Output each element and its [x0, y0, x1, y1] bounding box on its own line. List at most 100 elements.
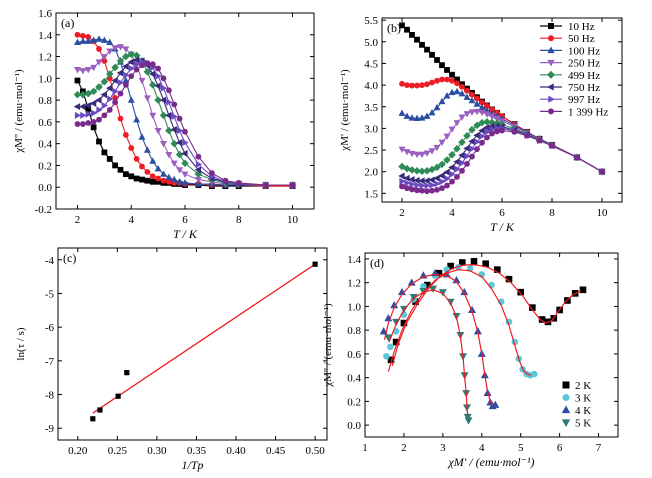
- data-point: [403, 112, 411, 119]
- data-point: [459, 159, 466, 167]
- data-point: [96, 116, 102, 123]
- data-point: [133, 175, 140, 182]
- data-point: [449, 170, 456, 178]
- data-point: [458, 138, 466, 147]
- series-line: [401, 127, 603, 187]
- data-point: [133, 115, 141, 123]
- legend-marker: [547, 83, 554, 91]
- y-tick-label: 1.0: [38, 73, 52, 85]
- data-point: [84, 102, 91, 110]
- data-point: [408, 176, 415, 183]
- data-point: [111, 77, 118, 84]
- data-point: [79, 103, 86, 111]
- data-point: [453, 87, 461, 95]
- data-point: [434, 77, 440, 84]
- data-point: [95, 83, 103, 91]
- y-tick-label: -5: [45, 288, 55, 300]
- data-point: [414, 187, 420, 194]
- x-tick-label: 1: [362, 442, 368, 454]
- data-point: [444, 76, 450, 83]
- data-point: [262, 182, 269, 188]
- data-point: [74, 111, 82, 119]
- data-point: [448, 126, 456, 134]
- data-point: [144, 60, 151, 66]
- legend-label: 1 399 Hz: [568, 106, 608, 118]
- data-point: [133, 66, 140, 73]
- panel-label: (c): [63, 251, 76, 265]
- data-point: [122, 171, 129, 178]
- data-point: [160, 75, 167, 82]
- data-point: [408, 114, 416, 121]
- data-point: [117, 115, 124, 122]
- data-point: [444, 175, 451, 183]
- data-point: [434, 57, 440, 63]
- y-tick-label: 4.5: [364, 58, 378, 70]
- data-point: [176, 178, 184, 185]
- data-point: [473, 131, 480, 139]
- data-point: [91, 109, 98, 117]
- x-tick-label: 2: [399, 207, 405, 219]
- data-point: [95, 96, 102, 104]
- plot-area: [398, 22, 606, 195]
- y-tick-label: 5.0: [364, 37, 378, 49]
- data-point: [443, 168, 450, 176]
- y-axis: 0.0 0.2 0.4 0.6 0.8 1.0 1.2 1.4: [347, 254, 618, 432]
- data-point: [444, 67, 450, 73]
- y-tick-label: 4.0: [364, 80, 378, 92]
- data-point: [90, 36, 98, 43]
- data-point: [122, 132, 129, 138]
- data-point: [418, 114, 426, 121]
- data-point: [403, 149, 411, 156]
- data-point: [312, 261, 318, 267]
- x-tick-label: 6: [557, 442, 563, 454]
- data-point: [89, 87, 98, 96]
- data-point: [74, 31, 81, 38]
- data-point: [235, 179, 242, 186]
- series: [74, 60, 296, 188]
- y-axis-label: χM'' / (emu·mol⁻¹): [322, 303, 334, 388]
- x-axis-label: T / K: [490, 220, 515, 234]
- legend-marker: [547, 70, 555, 79]
- data-point: [413, 114, 421, 122]
- data-point: [464, 161, 470, 167]
- data-point: [464, 87, 470, 94]
- data-point: [399, 183, 405, 190]
- y-tick-label: 1.2: [347, 278, 361, 290]
- data-point: [468, 109, 476, 116]
- data-point: [165, 87, 172, 94]
- data-point: [100, 36, 108, 43]
- data-point: [489, 106, 495, 113]
- data-point: [160, 177, 167, 184]
- data-point: [154, 82, 161, 90]
- data-point: [165, 126, 173, 135]
- chart-panel-c: 0.20 0.25 0.30 0.35 0.40 0.45 0.50 -9 -8 -7 -6 -5 -4…: [15, 247, 328, 472]
- data-point: [105, 70, 114, 78]
- data-point: [459, 167, 465, 174]
- data-point: [423, 177, 430, 185]
- x-tick-label: 0.30: [147, 445, 167, 457]
- chart-panel-a: 2 4 6 8 10 -0.2 0.0 0.2 0.4 0.6 0.8 1.0 1.2 1.4 1.6 (a)…: [13, 8, 315, 241]
- data-point: [165, 173, 173, 181]
- data-point: [473, 121, 481, 130]
- data-point: [144, 169, 151, 175]
- x-axis-label: T / K: [173, 227, 198, 241]
- data-point: [165, 111, 172, 119]
- data-point: [170, 139, 179, 148]
- data-point: [398, 287, 406, 296]
- data-point: [404, 179, 411, 187]
- data-point: [165, 151, 173, 159]
- data-point: [398, 172, 405, 180]
- data-point: [89, 99, 97, 107]
- data-point: [468, 96, 476, 104]
- data-point: [438, 160, 446, 169]
- data-point: [101, 102, 109, 110]
- chart-panel-d: 1 2 3 4 5 6 7 0.0 0.2 0.4 0.6 0.8 1.0 1.2 1.4 (d) χM' / …: [322, 252, 619, 469]
- data-point: [171, 101, 178, 108]
- x-tick-label: 6: [182, 214, 188, 226]
- y-tick-label: 0.2: [38, 160, 52, 172]
- data-point: [579, 286, 587, 294]
- fit-line: [92, 263, 316, 414]
- data-point: [458, 89, 466, 97]
- data-point: [478, 119, 486, 127]
